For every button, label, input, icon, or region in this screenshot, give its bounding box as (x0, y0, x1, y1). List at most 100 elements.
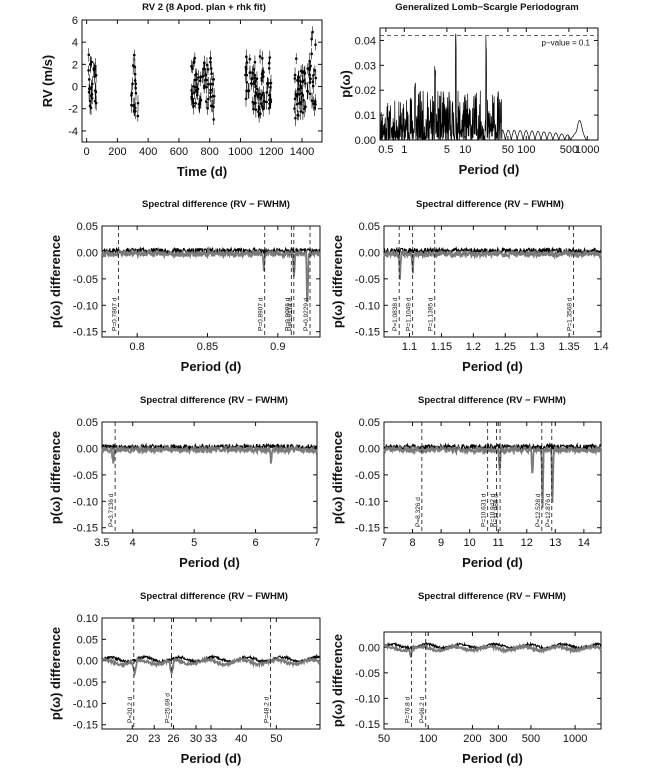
rv-point (212, 94, 216, 98)
x-tick-label: 26 (167, 733, 179, 745)
x-tick-label: 12 (521, 537, 533, 549)
rv-point (131, 82, 134, 86)
y-axis-label: p(ω) difference (48, 627, 63, 720)
plot-frame (101, 421, 318, 534)
rv-point (299, 100, 303, 104)
x-tick-label: 200 (463, 733, 481, 745)
y-tick-label: 0.00 (359, 642, 380, 654)
rv-point (308, 73, 311, 76)
y-tick-label: 0.02 (355, 85, 376, 97)
rv-point (206, 68, 210, 71)
rv-point (297, 78, 300, 81)
rv-point (90, 60, 93, 64)
rv-point (260, 76, 263, 80)
period-marker-label: P=20.2 d (127, 696, 134, 723)
y-tick-label: -0.10 (73, 300, 98, 312)
y-axis-label: p(ω) difference (48, 235, 63, 328)
panel-title: Spectral difference (RV − FWHM) (416, 199, 564, 210)
y-axis-label: p(ω) (338, 70, 353, 98)
rv-point (92, 68, 96, 72)
rv-point (256, 110, 260, 113)
rv-point (297, 114, 300, 117)
rv-point (212, 118, 216, 121)
rv-point (89, 63, 92, 66)
x-tick-label: 1.15 (431, 341, 452, 353)
periodogram-panel: Generalized Lomb−Scargle Periodogram 0.5 1… (338, 2, 600, 177)
y-tick-label: 4 (72, 37, 78, 49)
rv-point (195, 86, 199, 89)
period-marker-label: P=48.2 d (264, 696, 271, 723)
rv-point (93, 99, 97, 103)
rv-point (199, 98, 203, 102)
x-tick-label: 5 (444, 144, 450, 156)
rv-point (301, 71, 305, 74)
y-tick-label: -0.15 (73, 523, 98, 535)
threshold-label: p−value = 0.1 (542, 38, 591, 47)
rv-point (260, 57, 264, 60)
rv-point (268, 56, 272, 59)
period-marker-label: P=0.9114 d (287, 298, 294, 331)
rv-point (293, 97, 297, 101)
x-axis-label: Period (d) (181, 359, 242, 374)
y-tick-label: 0.03 (355, 60, 376, 72)
rv-point (87, 69, 90, 72)
period-marker-label: P=8.326 d (415, 497, 422, 527)
rv-point (206, 82, 210, 86)
rv-point (269, 100, 273, 104)
rv-point (314, 103, 317, 106)
x-tick-label: 1.35 (558, 341, 579, 353)
x-tick-label: 50 (270, 733, 282, 745)
period-marker-label: P=0.9229 d (303, 297, 310, 331)
rv-point (258, 92, 261, 96)
x-tick-label: 500 (560, 144, 578, 156)
rv-point (309, 64, 312, 68)
y-tick-label: -0.05 (73, 470, 98, 482)
x-axis-label: Period (d) (462, 751, 523, 766)
y-tick-label: -0.10 (355, 693, 380, 705)
panel-title: Spectral difference (RV − FWHM) (418, 591, 566, 602)
periodogram-line (379, 33, 598, 142)
rv-point (192, 84, 196, 88)
rv-point (192, 104, 196, 108)
rv-point (133, 79, 137, 82)
rv-point (304, 105, 307, 109)
rv-point (259, 102, 263, 106)
y-axis-label: p(ω) difference (330, 634, 345, 727)
rv-point (245, 89, 248, 92)
x-tick-label: 500 (522, 733, 540, 745)
rv-point (191, 98, 194, 102)
rv-point (87, 90, 91, 94)
rv-point (136, 101, 140, 105)
rv-point (132, 109, 136, 113)
rv-point (209, 83, 212, 86)
y-tick-label: -0.10 (73, 496, 98, 508)
rv-point (197, 76, 200, 79)
y-tick-label: -0.15 (73, 720, 98, 732)
rv-point (131, 104, 135, 108)
rv-point (261, 91, 265, 95)
x-tick-label: 1000 (575, 144, 599, 156)
rv-point (204, 100, 208, 103)
period-marker-label: P=96.2 d (419, 696, 426, 723)
y-tick-label: 0.05 (359, 221, 380, 233)
rv-point (265, 100, 269, 104)
plot-frame (81, 19, 323, 143)
rv-point (133, 106, 137, 110)
x-tick-label: 1400 (290, 146, 314, 158)
rv-point (206, 97, 210, 101)
y-tick-label: -0.15 (355, 523, 380, 535)
x-tick-label: 8 (409, 537, 415, 549)
rv-point (311, 30, 314, 34)
x-tick-label: 9 (438, 537, 444, 549)
x-tick-label: 13 (549, 537, 561, 549)
rv-point (244, 97, 248, 101)
rv-point (248, 57, 252, 61)
period-marker-label: P=1.3568 d (566, 297, 573, 331)
rv-point (88, 104, 92, 108)
y-tick-label: 0 (72, 82, 78, 94)
rv-point (198, 79, 202, 83)
series-gray (383, 247, 602, 280)
rv-point (190, 64, 193, 68)
rv-point (250, 77, 254, 81)
rv-point (310, 37, 313, 41)
